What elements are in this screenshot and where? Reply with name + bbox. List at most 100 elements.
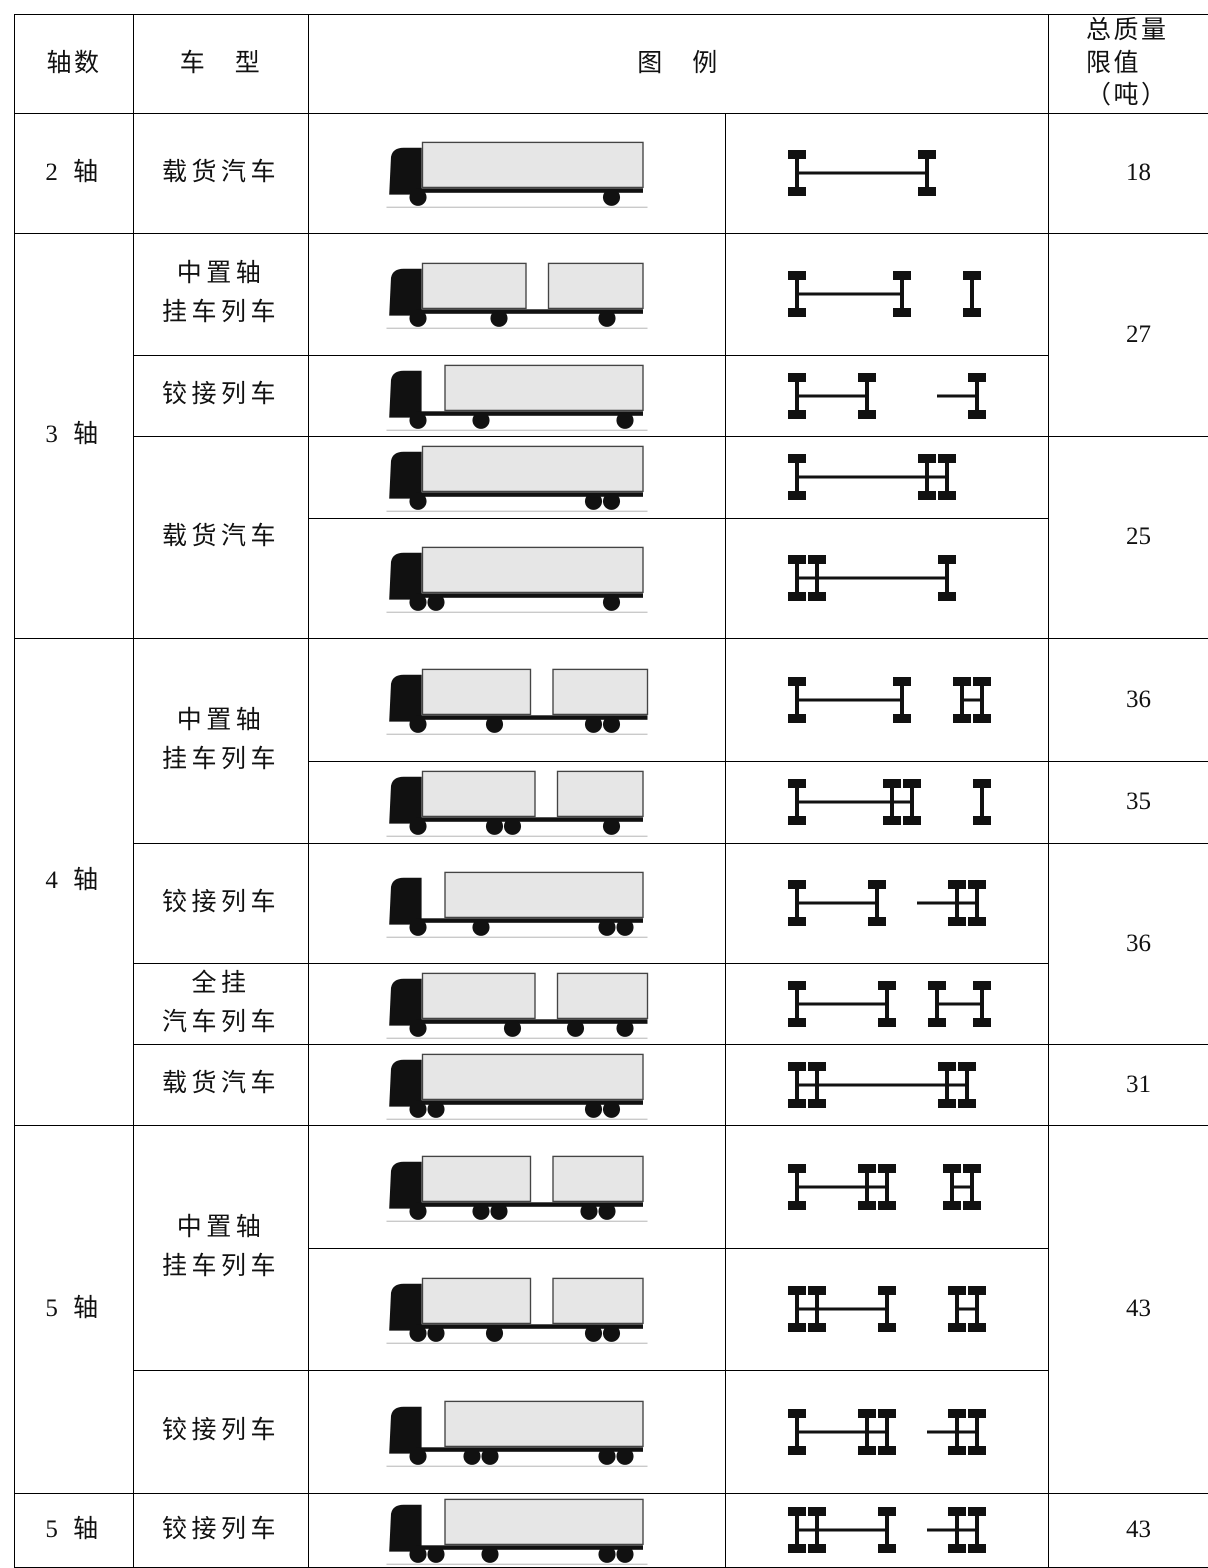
wheel-bottom — [948, 1446, 966, 1455]
diagram-cell — [726, 761, 1049, 843]
wheel-bottom — [918, 491, 936, 500]
axle-shaft — [945, 461, 949, 493]
axle-shaft — [975, 1293, 979, 1325]
wheel — [603, 1100, 620, 1117]
chassis — [393, 1019, 648, 1024]
axle-shaft — [900, 684, 904, 716]
wheel — [603, 493, 620, 510]
wheel — [580, 1202, 597, 1219]
wheel — [585, 493, 602, 510]
wheel — [427, 594, 444, 611]
wheel-top — [963, 1164, 981, 1173]
wheel-bottom — [858, 1201, 876, 1210]
wheel-top — [788, 1062, 806, 1071]
axle-count: 5 轴 — [15, 1493, 134, 1567]
wheel-top — [858, 1164, 876, 1173]
wheel-top — [968, 1507, 986, 1516]
wheel-bottom — [973, 714, 991, 723]
wheel-bottom — [788, 308, 806, 317]
image-cell — [309, 843, 726, 963]
axle-shaft — [955, 887, 959, 919]
wheel-top — [878, 1507, 896, 1516]
axle-shaft — [890, 786, 894, 818]
wheel-bottom — [968, 1446, 986, 1455]
truck-image — [367, 664, 667, 736]
wheel — [427, 1546, 444, 1563]
wheel — [427, 1325, 444, 1342]
cargo-box — [553, 1278, 643, 1323]
header-text: 总质量限值（吨） — [1086, 15, 1191, 113]
axle-shaft — [975, 1416, 979, 1448]
axle-shaft — [980, 786, 984, 818]
axle-shaft — [815, 1293, 819, 1325]
axle-shaft — [815, 1514, 819, 1546]
axle-shaft — [960, 684, 964, 716]
wheel-top — [788, 373, 806, 382]
cargo-box — [423, 142, 644, 187]
axle-diagram — [777, 548, 997, 608]
wheel-bottom — [953, 714, 971, 723]
truck-image — [367, 1273, 667, 1345]
wheel-bottom — [788, 1201, 806, 1210]
wheel — [603, 818, 620, 835]
wheel — [616, 411, 633, 428]
axle-diagram — [777, 670, 997, 730]
axle-shaft — [795, 988, 799, 1020]
axle-shaft — [925, 461, 929, 493]
diagram-cell — [726, 638, 1049, 761]
vehicle-type: 载货汽车 — [134, 113, 309, 233]
axle-shaft — [885, 1514, 889, 1546]
axle-shaft — [925, 157, 929, 189]
wheel-top — [878, 1164, 896, 1173]
mass-limit: 36 — [1049, 843, 1208, 1044]
axle-shaft — [955, 1293, 959, 1325]
wheel — [409, 1100, 426, 1117]
wheel — [490, 1202, 507, 1219]
axle-diagram — [777, 264, 997, 324]
wheel — [598, 1202, 615, 1219]
wheel-bottom — [788, 187, 806, 196]
wheel — [409, 818, 426, 835]
wheel-bottom — [963, 308, 981, 317]
cargo-box — [423, 446, 644, 491]
wheel-bottom — [938, 1099, 956, 1108]
wheel-top — [868, 880, 886, 889]
axle-shaft — [885, 1171, 889, 1203]
diagram-cell — [726, 1493, 1049, 1567]
cab — [389, 1284, 421, 1331]
wheel-bottom — [808, 592, 826, 601]
wheel-bottom — [788, 816, 806, 825]
mass-limit: 18 — [1049, 113, 1208, 233]
wheel-top — [788, 880, 806, 889]
wheel-top — [788, 779, 806, 788]
axle-shaft — [795, 1514, 799, 1546]
axle-count: 5 轴 — [15, 1125, 134, 1493]
image-cell — [309, 1370, 726, 1493]
wheel — [585, 715, 602, 732]
wheel-top — [893, 677, 911, 686]
wheel-bottom — [948, 917, 966, 926]
wheel-bottom — [883, 816, 901, 825]
vehicle-type: 载货汽车 — [134, 436, 309, 638]
wheel — [481, 1546, 498, 1563]
truck-image — [367, 360, 667, 432]
cargo-box — [423, 263, 527, 308]
weight-limit-table: 轴数 车 型 图 例 总质量限值（吨） 2 轴 载货汽车 18 3 轴 中置轴 … — [14, 14, 1208, 1568]
mass-limit: 31 — [1049, 1044, 1208, 1125]
wheel-bottom — [903, 816, 921, 825]
wheel-top — [968, 373, 986, 382]
image-cell — [309, 1044, 726, 1125]
cargo-box — [423, 1278, 531, 1323]
cab — [389, 777, 421, 824]
wheel-bottom — [808, 1099, 826, 1108]
vehicle-type: 铰接列车 — [134, 1493, 309, 1567]
wheel — [616, 1546, 633, 1563]
cargo-box — [445, 1401, 643, 1446]
axle-diagram — [777, 447, 997, 507]
axle-count: 3 轴 — [15, 233, 134, 638]
wheel-top — [948, 1409, 966, 1418]
wheel-bottom — [868, 917, 886, 926]
axle-shaft — [885, 988, 889, 1020]
wheel-bottom — [788, 1099, 806, 1108]
wheel-bottom — [788, 1323, 806, 1332]
